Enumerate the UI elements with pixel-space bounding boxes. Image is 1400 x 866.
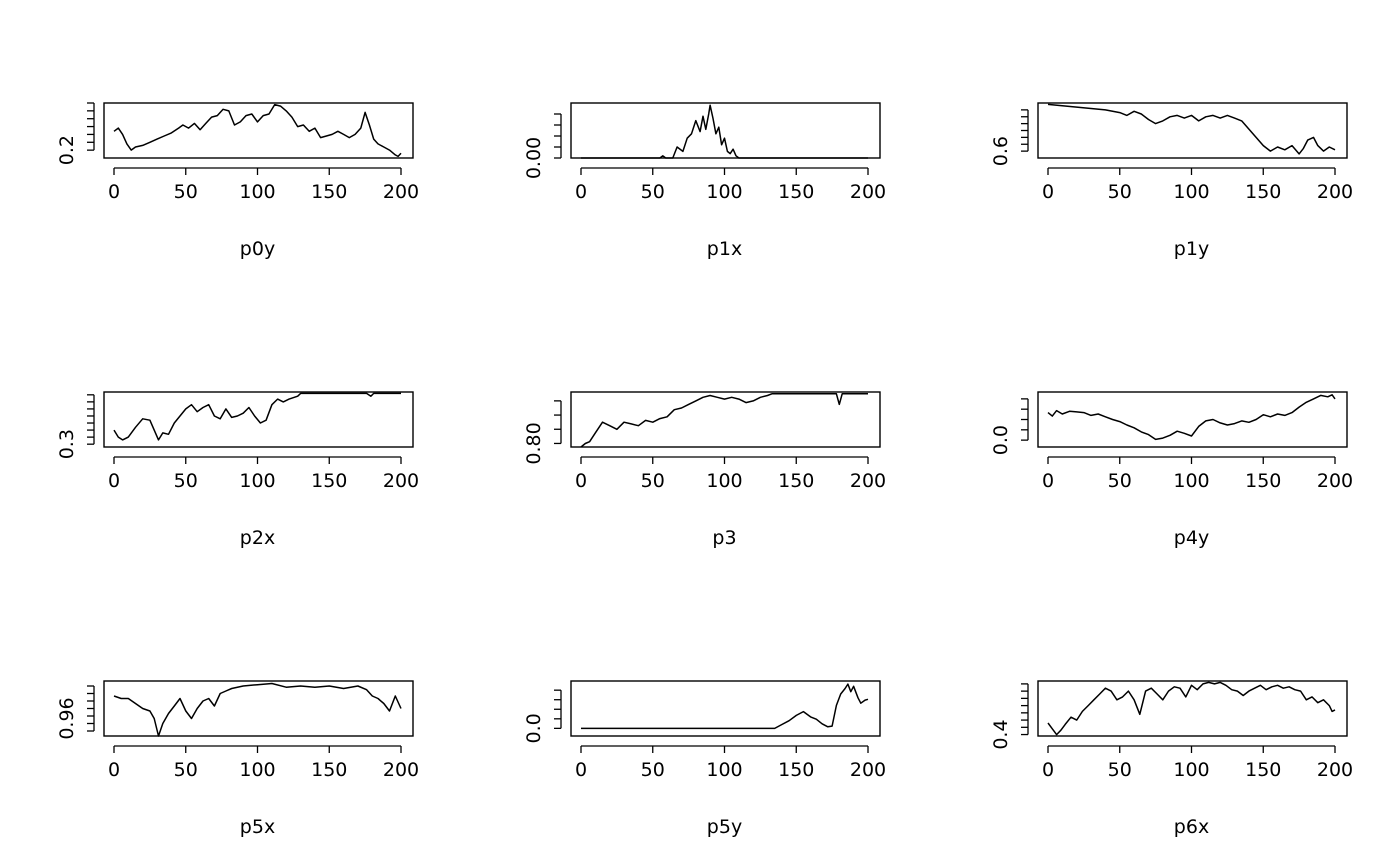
x-tick-label: 50 [641,181,665,203]
plot-panel-p5x: 0 50 100 150 200 0.96 p5x [56,680,419,838]
x-axis-label: p6x [1174,816,1209,838]
x-tick-label: 150 [778,470,814,492]
x-tick-label: 0 [575,759,587,781]
y-tick-label: 0.0 [523,713,545,743]
x-tick-label: 50 [174,470,198,492]
x-tick-label: 200 [850,759,886,781]
series-line [1047,394,1336,441]
x-tick-label: 150 [1245,470,1281,492]
plot-panel-p1x: 0 50 100 150 200 0.00 p1x [523,102,886,260]
x-tick-label: 50 [1108,181,1132,203]
x-axis-label: p2x [240,527,275,549]
x-tick-label: 50 [174,181,198,203]
series-line [113,103,402,158]
plot-frame [1037,391,1348,448]
y-tick-label: 0.6 [990,136,1012,166]
x-tick-label: 100 [1173,470,1209,492]
x-tick-label: 50 [174,759,198,781]
plot-frame [570,680,881,737]
x-axis-label: p1y [1174,238,1209,260]
plot-frame [103,680,414,737]
y-tick-label: 0.2 [56,135,78,165]
series-line [581,104,868,159]
x-axis-label: p5x [240,816,275,838]
x-tick-label: 200 [383,759,419,781]
plot-panel-p2x: 0 50 100 150 200 0.3 p2x [56,391,419,549]
x-tick-label: 0 [575,470,587,492]
x-tick-label: 150 [1245,181,1281,203]
plot-panel-p5y: 0 50 100 150 200 0.0 p5y [523,680,886,838]
y-tick-label: 0.96 [56,697,78,739]
x-axis-label: p4y [1174,527,1209,549]
x-tick-label: 150 [311,181,347,203]
x-tick-label: 50 [641,759,665,781]
x-tick-label: 200 [1317,181,1353,203]
x-tick-label: 100 [1173,181,1209,203]
x-tick-label: 50 [1108,470,1132,492]
x-tick-label: 0 [108,181,120,203]
plot-panel-p0y: 0 50 100 150 200 0.2 p0y [56,102,419,260]
x-tick-label: 200 [1317,759,1353,781]
plot-frame [1037,680,1348,737]
plot-panel-p4y: 0 50 100 150 200 0.0 p4y [990,391,1353,549]
x-tick-label: 150 [311,470,347,492]
x-tick-label: 100 [1173,759,1209,781]
x-tick-label: 50 [1108,759,1132,781]
x-axis-label: p3 [712,527,736,549]
x-tick-label: 150 [1245,759,1281,781]
y-tick-label: 0.0 [990,425,1012,455]
y-tick-label: 0.00 [523,137,545,179]
y-tick-label: 0.3 [56,429,78,459]
plot-panel-p6x: 0 50 100 150 200 0.4 p6x [990,680,1353,838]
x-tick-label: 100 [706,181,742,203]
x-tick-label: 50 [641,470,665,492]
x-tick-label: 100 [706,759,742,781]
x-axis-label: p0y [240,238,275,260]
x-tick-label: 0 [575,181,587,203]
x-tick-label: 200 [850,181,886,203]
plot-frame [570,391,881,448]
plot-frame [103,102,414,159]
x-tick-label: 150 [778,759,814,781]
x-tick-label: 200 [383,181,419,203]
x-tick-label: 100 [239,181,275,203]
x-tick-label: 200 [850,470,886,492]
series-line [113,392,401,441]
plot-frame [103,391,414,448]
x-tick-label: 100 [239,759,275,781]
x-tick-label: 100 [706,470,742,492]
series-line [1047,103,1336,155]
x-axis-label: p5y [707,816,742,838]
plot-frame [570,102,881,159]
series-line [580,393,868,448]
x-tick-label: 0 [108,470,120,492]
series-line [1047,681,1336,736]
x-axis-label: p1x [707,238,742,260]
x-tick-label: 100 [239,470,275,492]
x-tick-label: 0 [1042,759,1054,781]
series-line [581,683,869,730]
series-line [113,682,402,737]
y-tick-label: 0.80 [523,422,545,464]
x-tick-label: 0 [108,759,120,781]
plot-panel-p3: 0 50 100 150 200 0.80 p3 [523,391,886,549]
x-tick-label: 0 [1042,470,1054,492]
y-tick-label: 0.4 [990,719,1012,749]
x-tick-label: 150 [778,181,814,203]
x-tick-label: 0 [1042,181,1054,203]
plot-frame [1037,102,1348,159]
x-tick-label: 200 [1317,470,1353,492]
plot-panel-p1y: 0 50 100 150 200 0.6 p1y [990,102,1353,260]
x-tick-label: 150 [311,759,347,781]
x-tick-label: 200 [383,470,419,492]
